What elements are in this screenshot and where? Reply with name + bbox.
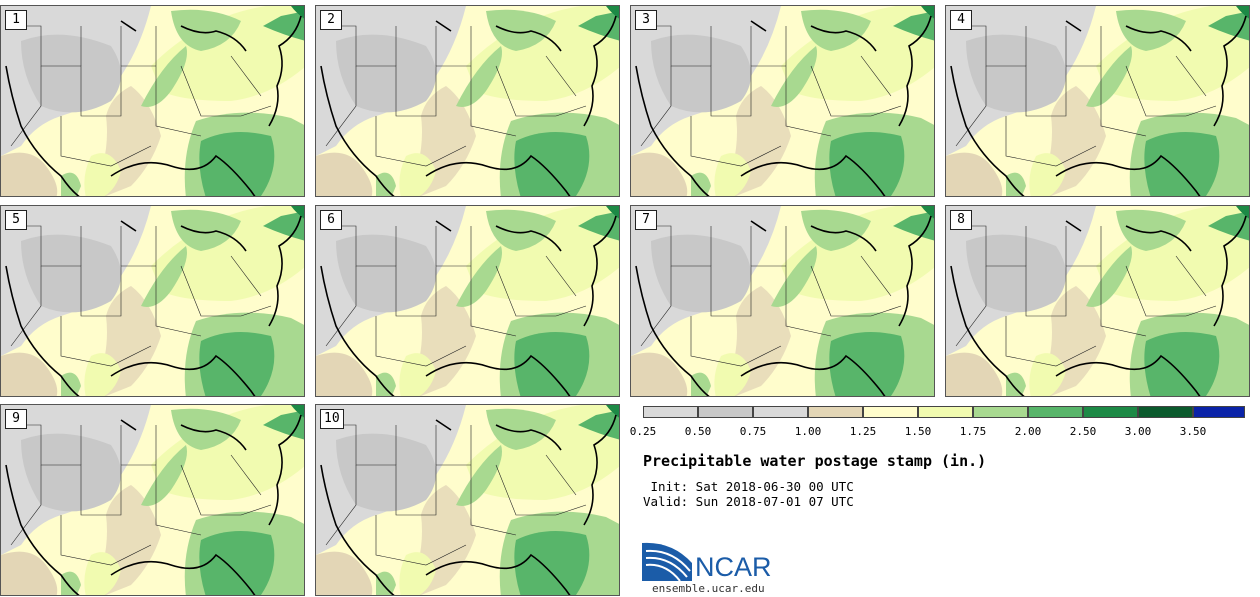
precipitable-water-map (631, 206, 934, 396)
valid-time: Valid: Sun 2018-07-01 07 UTC (643, 494, 854, 509)
site-url: ensemble.ucar.edu (652, 582, 765, 595)
member-number-label: 8 (950, 210, 972, 230)
colorbar-swatch (698, 406, 753, 418)
colorbar-swatch (863, 406, 918, 418)
chart-title: Precipitable water postage stamp (in.) (643, 452, 987, 470)
member-number-label: 7 (635, 210, 657, 230)
map-panel: 4 (945, 5, 1250, 197)
logo-text: NCAR (695, 552, 772, 582)
precipitable-water-map (1, 206, 304, 396)
member-number-label: 3 (635, 10, 657, 30)
colorbar-swatch (1138, 406, 1193, 418)
member-number-label: 9 (5, 409, 27, 429)
map-panel: 8 (945, 205, 1250, 397)
ncar-logo-icon (642, 542, 692, 582)
colorbar-tick-label: 0.25 (629, 425, 657, 438)
member-number-label: 1 (5, 10, 27, 30)
member-number-label: 5 (5, 210, 27, 230)
colorbar-tick-label: 1.75 (959, 425, 987, 438)
member-number-label: 10 (320, 409, 344, 429)
colorbar-tick-label: 3.00 (1124, 425, 1152, 438)
colorbar-swatch (753, 406, 808, 418)
precipitable-water-map (316, 6, 619, 196)
colorbar-tick-label: 3.50 (1179, 425, 1207, 438)
map-panel: 3 (630, 5, 935, 197)
map-panel: 9 (0, 404, 305, 596)
member-number-label: 4 (950, 10, 972, 30)
colorbar-swatch (1193, 406, 1245, 418)
member-number-label: 2 (320, 10, 342, 30)
init-time: Init: Sat 2018-06-30 00 UTC (643, 479, 854, 494)
precipitable-water-map (316, 206, 619, 396)
precipitable-water-map (316, 405, 619, 595)
colorbar-swatch (973, 406, 1028, 418)
precipitable-water-map (631, 6, 934, 196)
map-panel: 10 (315, 404, 620, 596)
precipitable-water-map (946, 206, 1249, 396)
colorbar-tick-label: 2.50 (1069, 425, 1097, 438)
precipitable-water-map (1, 405, 304, 595)
colorbar-tick-label: 1.00 (794, 425, 822, 438)
colorbar-swatch (1028, 406, 1083, 418)
colorbar-swatch (918, 406, 973, 418)
map-panel: 7 (630, 205, 935, 397)
colorbar-tick-label: 2.00 (1014, 425, 1042, 438)
map-panel: 6 (315, 205, 620, 397)
map-panel: 5 (0, 205, 305, 397)
member-number-label: 6 (320, 210, 342, 230)
colorbar-tick-label: 0.50 (684, 425, 712, 438)
precipitable-water-map (946, 6, 1249, 196)
map-panel: 2 (315, 5, 620, 197)
colorbar-tick-label: 1.25 (849, 425, 877, 438)
colorbar-swatch (808, 406, 863, 418)
colorbar-tick-label: 0.75 (739, 425, 767, 438)
map-panel: 1 (0, 5, 305, 197)
colorbar-tick-label: 1.50 (904, 425, 932, 438)
colorbar-swatch (1083, 406, 1138, 418)
precipitable-water-map (1, 6, 304, 196)
colorbar-swatch (643, 406, 698, 418)
